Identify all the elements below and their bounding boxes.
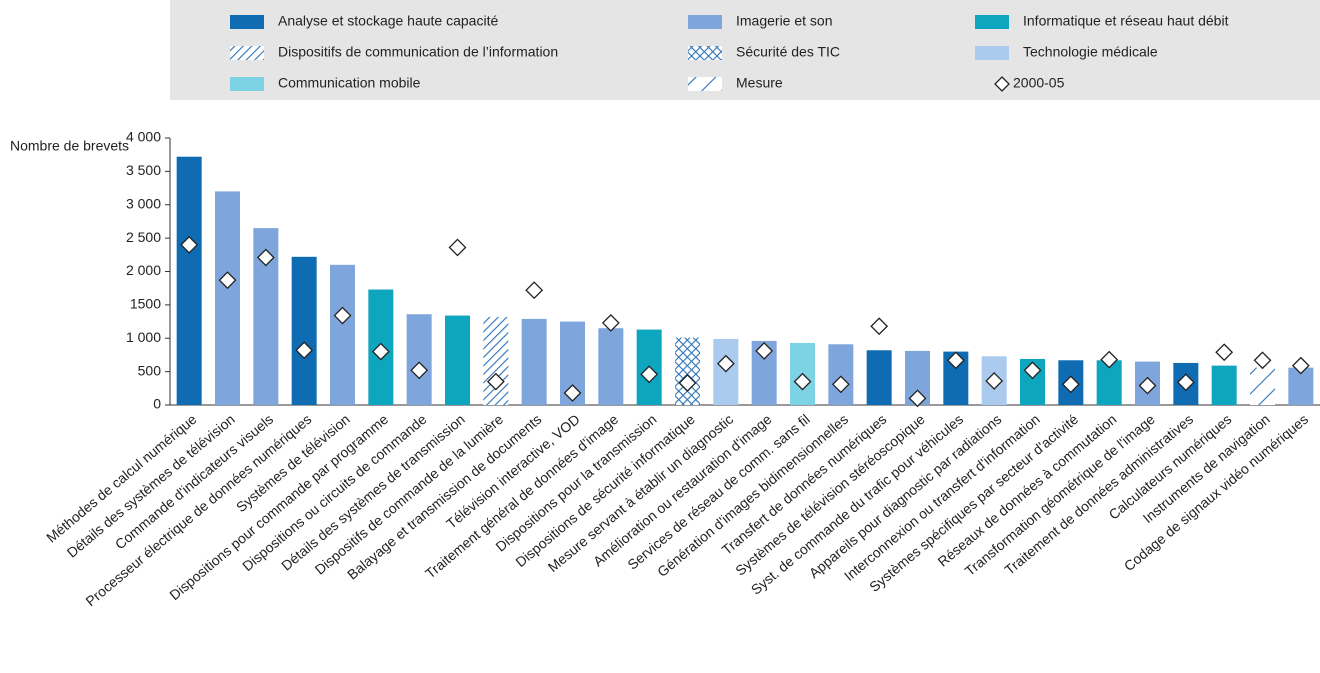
y-tick-label: 2 500 xyxy=(126,229,161,245)
legend-label: Analyse et stockage haute capacité xyxy=(278,13,498,29)
marker-diamond xyxy=(755,342,774,360)
bar xyxy=(330,264,355,405)
legend-label: Sécurité des TIC xyxy=(736,44,840,60)
bar xyxy=(598,328,624,405)
legend-label: Imagerie et son xyxy=(736,13,833,29)
marker-diamond xyxy=(640,365,659,384)
legend-label: Communication mobile xyxy=(278,75,421,91)
marker-diamond xyxy=(371,342,390,361)
legend-swatch xyxy=(975,15,1009,29)
marker-diamond xyxy=(1061,375,1080,394)
y-tick-label: 1 000 xyxy=(126,329,161,345)
bar xyxy=(215,191,240,405)
marker-diamond xyxy=(256,248,275,267)
marker-diamond xyxy=(410,361,429,380)
legend-label: Dispositifs de communication de l’inform… xyxy=(278,44,558,60)
y-tick-label: 2 000 xyxy=(126,262,161,278)
marker-diamond xyxy=(1138,376,1157,395)
y-tick-label: 3 500 xyxy=(126,162,161,178)
marker-diamond xyxy=(563,384,582,402)
bar xyxy=(483,316,509,405)
marker-diamond xyxy=(218,271,237,290)
bar xyxy=(406,314,432,405)
legend-marker xyxy=(994,76,1010,92)
marker-diamond xyxy=(525,281,544,300)
marker-diamond xyxy=(448,238,467,257)
marker-diamond xyxy=(1100,350,1119,369)
legend-label: Mesure xyxy=(736,75,783,91)
legend-swatch xyxy=(230,77,264,91)
marker-diamond xyxy=(601,313,620,332)
bar xyxy=(1211,365,1237,405)
marker-diamond xyxy=(1215,343,1234,362)
bar xyxy=(675,337,700,405)
y-tick-label: 500 xyxy=(138,362,162,378)
marker-diamond xyxy=(908,389,927,408)
bar xyxy=(445,315,470,405)
legend-label: Technologie médicale xyxy=(1023,44,1158,60)
legend-swatch xyxy=(688,77,722,91)
legend-swatch xyxy=(230,46,264,60)
legend-swatch xyxy=(975,46,1009,60)
bar xyxy=(828,344,854,405)
y-tick-label: 3 000 xyxy=(126,195,161,211)
marker-diamond xyxy=(793,372,812,391)
marker-diamond xyxy=(678,374,697,392)
marker-diamond xyxy=(716,354,735,373)
bar xyxy=(866,350,892,405)
marker-diamond xyxy=(1253,351,1272,370)
marker-diamond xyxy=(1291,356,1310,375)
marker-diamond xyxy=(1176,373,1195,392)
bar xyxy=(1250,367,1275,405)
legend-label: Informatique et réseau haut débit xyxy=(1023,13,1229,29)
legend-swatch xyxy=(230,15,264,29)
bar xyxy=(291,256,317,405)
marker-diamond xyxy=(1023,361,1042,380)
marker-diamond xyxy=(486,372,505,391)
marker-diamond xyxy=(946,351,965,370)
legend-swatch xyxy=(688,15,722,29)
marker-diamond xyxy=(831,375,850,394)
legend-label: 2000-05 xyxy=(1013,75,1065,91)
bar xyxy=(176,156,202,405)
y-axis-label: Nombre de brevets xyxy=(10,138,129,154)
legend-box xyxy=(170,0,1320,100)
marker-diamond xyxy=(870,317,889,336)
y-tick-label: 1500 xyxy=(130,296,161,312)
marker-diamond xyxy=(985,372,1004,390)
x-tick-label: Détails des systèmes de télévision xyxy=(64,411,238,561)
bar xyxy=(521,318,547,405)
y-tick-label: 4 000 xyxy=(126,129,161,145)
marker-diamond xyxy=(295,341,314,360)
y-tick-label: 0 xyxy=(153,396,161,412)
marker-diamond xyxy=(180,235,199,254)
legend-swatch xyxy=(688,46,722,60)
marker-diamond xyxy=(333,306,352,325)
